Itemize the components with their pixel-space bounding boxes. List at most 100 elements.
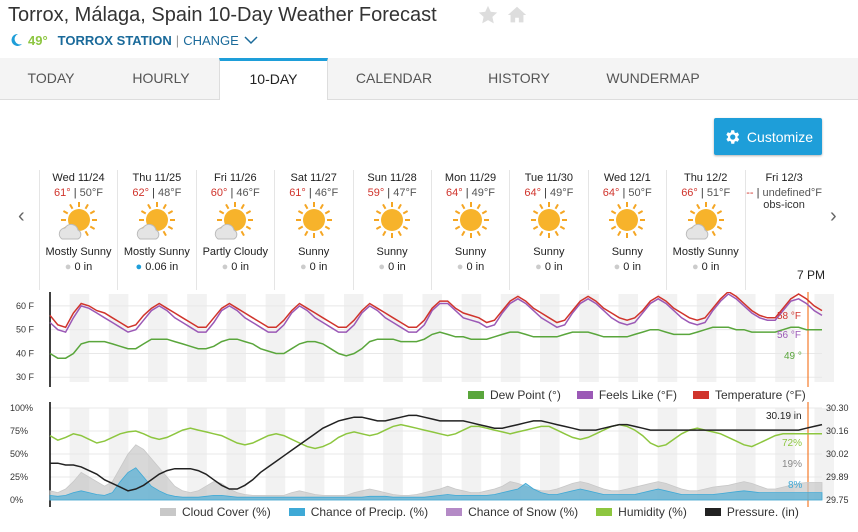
partly-cloudy-icon <box>212 201 258 243</box>
day-name: Tue 11/30 <box>524 172 574 184</box>
legend-pressure[interactable]: Pressure. (in) <box>726 505 799 519</box>
page-header: Torrox, Málaga, Spain 10-Day Weather For… <box>0 0 858 58</box>
forecast-day[interactable]: Tue 11/30 64° | 49°F Sunny ● 0 in <box>509 170 587 290</box>
forecast-day[interactable]: Fri 12/3 -- | undefined°F obs-icon <box>744 170 823 290</box>
day-low: 46°F <box>314 187 339 199</box>
day-precip: ● 0 in <box>275 261 352 273</box>
legend-snow[interactable]: Chance of Snow (%) <box>468 505 579 519</box>
home-icon[interactable] <box>506 4 528 26</box>
precip-amount: 0 in <box>388 261 406 273</box>
no-rain-drop-icon: ● <box>378 261 389 273</box>
favorite-star-icon[interactable] <box>477 4 499 26</box>
series-line <box>49 292 823 329</box>
day-condition: Mostly Sunny <box>123 246 190 258</box>
forecast-day[interactable]: Sun 11/28 59° | 47°F Sunny ● 0 in <box>352 170 431 290</box>
tab-calendar[interactable]: CALENDAR <box>355 70 433 86</box>
day-precip: ● 0 in <box>354 261 431 273</box>
series-annotation: 72% <box>782 438 802 449</box>
day-high: 64° <box>524 187 542 199</box>
forecast-day[interactable]: Fri 11/26 60° | 46°F Partly Cloudy ● 0 i… <box>195 170 274 290</box>
legend-swatch-feels-like <box>576 391 593 399</box>
day-temps: 62° | 48°F <box>132 187 182 199</box>
next-arrow-icon[interactable]: › <box>830 205 837 227</box>
forecast-day[interactable]: Wed 12/1 64° | 50°F Sunny ● 0 in <box>587 170 666 290</box>
day-high: 60° <box>210 187 228 199</box>
legend-feels-like[interactable]: Feels Like (°F) <box>598 388 677 402</box>
day-condition: Sunny <box>454 246 487 258</box>
legend-dew-point[interactable]: Dew Point (°) <box>490 388 561 402</box>
forecast-day[interactable]: Wed 11/24 61° | 50°F Mostly Sunny ● 0 in <box>39 170 117 290</box>
night-band <box>265 294 286 382</box>
partly-cloudy-icon <box>683 201 729 243</box>
night-band <box>304 294 325 382</box>
station-bar: 49° TORROX STATION | CHANGE <box>8 30 259 50</box>
no-rain-drop-icon: ● <box>456 261 467 273</box>
y-tick-right: 29.75 <box>826 495 849 505</box>
legend-swatch-pressure <box>704 508 721 516</box>
day-name: Mon 11/29 <box>444 172 497 184</box>
day-low: 48°F <box>158 187 182 199</box>
gear-icon <box>726 129 740 144</box>
tab-wundermap[interactable]: WUNDERMAP <box>606 70 700 86</box>
day-temps: 59° | 47°F <box>367 187 417 199</box>
legend-precip[interactable]: Chance of Precip. (%) <box>310 505 429 519</box>
no-rain-drop-icon: ● <box>613 261 624 273</box>
prev-arrow-icon[interactable]: ‹ <box>18 205 25 227</box>
day-temps: 64° | 49°F <box>524 187 574 199</box>
tab-hourly[interactable]: HOURLY <box>132 70 190 86</box>
night-band <box>657 294 678 382</box>
day-condition: Partly Cloudy <box>202 246 268 258</box>
tab-bar: TODAY HOURLY 10-DAY CALENDAR HISTORY WUN… <box>0 58 858 100</box>
night-band <box>383 294 403 382</box>
y-tick-label: 30 F <box>16 372 35 382</box>
day-temps: 64° | 50°F <box>602 187 652 199</box>
day-high: -- <box>746 187 754 199</box>
tab-today[interactable]: TODAY <box>27 70 75 86</box>
day-condition: Sunny <box>611 246 643 258</box>
day-condition: Sunny <box>376 246 408 258</box>
precip-amount: 0 in <box>309 261 328 273</box>
tab-10-day[interactable]: 10-DAY <box>219 58 328 100</box>
day-low: 49°F <box>550 187 574 199</box>
customize-button[interactable]: Customize <box>714 118 822 155</box>
change-station-link[interactable]: CHANGE <box>183 32 239 48</box>
series-annotation: 58 °F <box>777 311 801 322</box>
day-high: 64° <box>602 187 620 199</box>
day-precip: ● 0 in <box>667 261 744 273</box>
day-high: 64° <box>446 187 463 199</box>
sunny-icon <box>369 201 415 243</box>
series-annotation: 49 ° <box>784 351 802 362</box>
forecast-day[interactable]: Mon 11/29 64° | 49°F Sunny ● 0 in <box>431 170 509 290</box>
precip-amount: 0 in <box>231 261 250 273</box>
legend-cloud-cover[interactable]: Cloud Cover (%) <box>182 505 271 519</box>
day-name: Thu 12/2 <box>683 172 728 184</box>
day-low: 51°F <box>706 187 731 199</box>
day-low: 50°F <box>79 187 103 199</box>
legend-humidity[interactable]: Humidity (%) <box>618 505 687 519</box>
series-area <box>49 467 823 501</box>
night-band <box>814 294 834 382</box>
day-temps: 66° | 51°F <box>681 187 731 199</box>
current-temperature: 49° <box>28 32 48 48</box>
day-condition: Mostly Sunny <box>672 246 739 258</box>
night-band <box>500 294 521 382</box>
precip-humidity-chart: 100% 75% 50% 25% 0% 30.30 30.16 30.02 29.89 29.75… <box>10 402 849 507</box>
y-tick-right: 30.30 <box>826 403 849 413</box>
tab-history[interactable]: HISTORY <box>488 70 550 86</box>
legend-swatch-dew-point <box>468 391 484 399</box>
forecast-day[interactable]: Thu 11/25 62° | 48°F Mostly Sunny ● 0.06… <box>117 170 195 290</box>
chevron-down-icon[interactable] <box>243 34 259 46</box>
forecast-day[interactable]: Sat 11/27 61° | 46°F Sunny ● 0 in <box>274 170 352 290</box>
series-annotation: 8% <box>788 480 803 491</box>
precip-amount: 0 in <box>623 261 642 273</box>
legend-temperature[interactable]: Temperature (°F) <box>714 388 806 402</box>
day-temps: -- | undefined°F <box>746 187 822 199</box>
day-precip: ● 0 in <box>432 261 509 273</box>
day-name: Thu 11/25 <box>132 172 182 184</box>
station-name[interactable]: TORROX STATION <box>57 32 172 48</box>
forecast-day[interactable]: Thu 12/2 66° | 51°F Mostly Sunny ● 0 in <box>666 170 744 290</box>
sunny-icon <box>291 201 337 243</box>
legend-swatch-humidity <box>596 508 613 516</box>
no-rain-drop-icon: ● <box>64 261 75 273</box>
sunny-icon <box>526 201 572 243</box>
